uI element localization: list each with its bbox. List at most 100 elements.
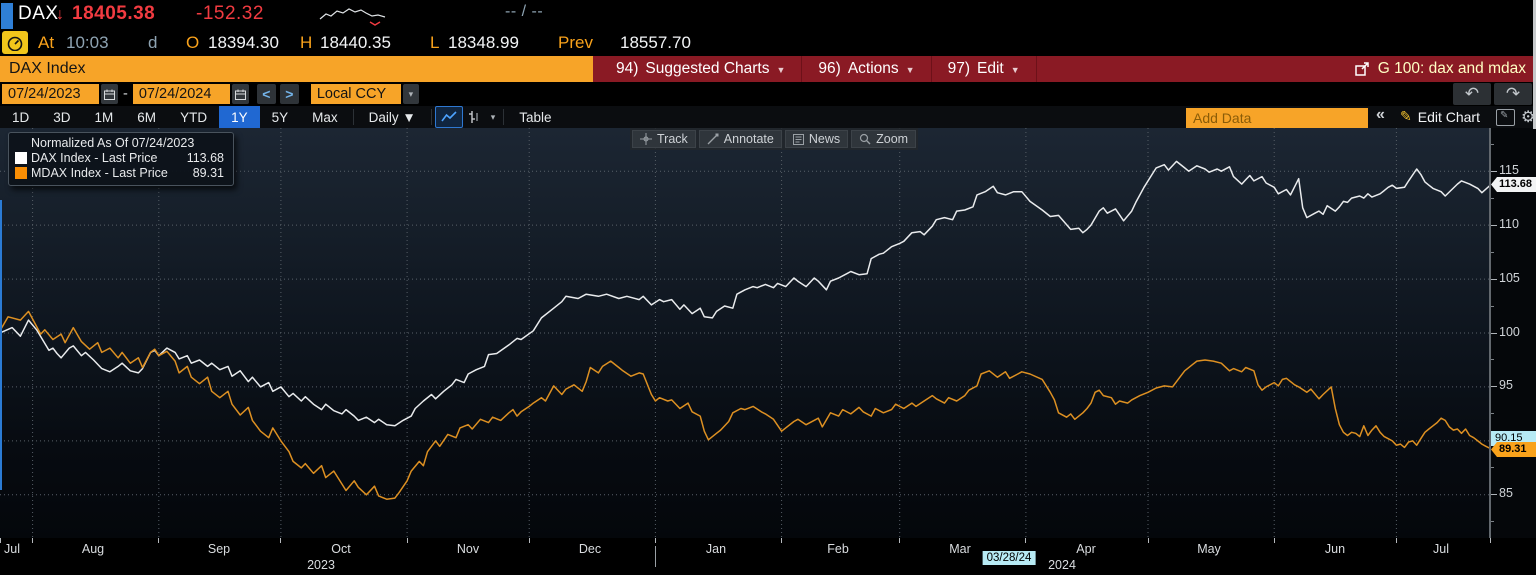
collapse-panel-button[interactable]: «	[1376, 106, 1385, 123]
menu-suggested-charts[interactable]: 94) Suggested Charts ▼	[600, 56, 803, 82]
menu-actions[interactable]: 96) Actions ▼	[802, 56, 932, 82]
panel-tab[interactable]	[1, 3, 13, 29]
y-tick-minor	[1491, 359, 1494, 360]
export-icon[interactable]	[1355, 61, 1370, 77]
year-label: 2024	[1048, 558, 1076, 572]
add-data-input[interactable]: Add Data	[1186, 108, 1368, 128]
open-value: 18394.30	[208, 33, 279, 52]
legend-item-dax: DAX Index - Last Price 113.68	[15, 151, 227, 165]
x-tick	[407, 538, 408, 543]
news-button[interactable]: News	[784, 130, 849, 148]
range-6m[interactable]: 6M	[137, 109, 157, 125]
price-plot[interactable]	[0, 128, 1490, 538]
low-label: L	[430, 33, 440, 52]
y-tick	[1491, 225, 1497, 226]
chart-type-caret-icon[interactable]: ▾	[490, 111, 496, 122]
date-separator: -	[123, 86, 128, 102]
y-tick-label: 115	[1499, 163, 1519, 177]
month-label: Jun	[1324, 542, 1346, 556]
edit-chart-button[interactable]: ✎ Edit Chart	[1400, 108, 1480, 125]
dax-last-value: 113.68	[186, 151, 224, 165]
range-5y[interactable]: 5Y	[271, 109, 289, 125]
range-1d[interactable]: 1D	[12, 109, 30, 125]
track-button[interactable]: Track	[632, 130, 696, 148]
security-input[interactable]: DAX Index	[0, 56, 593, 82]
month-label: Mar	[949, 542, 971, 556]
series-mdax-index[interactable]	[0, 310, 1490, 500]
range-1m[interactable]: 1M	[94, 109, 114, 125]
end-date-input[interactable]: 07/24/2024	[132, 84, 230, 104]
separator	[430, 109, 432, 125]
month-label: Apr	[1076, 542, 1096, 556]
high-value: 18440.35	[320, 33, 391, 52]
gear-icon[interactable]: ⚙	[1521, 109, 1536, 126]
chart-tools-bar: Track Annotate News Zoom	[630, 128, 919, 150]
menu-edit[interactable]: 97) Edit ▼	[932, 56, 1037, 82]
month-label: Feb	[827, 542, 849, 556]
line-chart-type-icon[interactable]	[434, 106, 463, 128]
news-icon	[792, 133, 804, 145]
month-label: May	[1197, 542, 1221, 556]
prev-period-button[interactable]: <	[256, 84, 276, 104]
undo-button[interactable]: ↶	[1453, 83, 1491, 105]
x-tick	[32, 538, 33, 543]
year-divider-line	[655, 546, 656, 567]
start-date-input[interactable]: 07/24/2023	[2, 84, 99, 104]
chart-area[interactable]: Normalized As Of 07/24/2023 DAX Index - …	[0, 128, 1490, 538]
calendar-icon[interactable]	[101, 84, 118, 104]
date-bar: 07/24/2023 - 07/24/2024 < > Local CCY ▾ …	[0, 82, 1536, 106]
sparkline-icon	[319, 8, 386, 26]
window-edge-scrollbar[interactable]	[1533, 0, 1536, 129]
x-tick	[899, 538, 900, 543]
table-button[interactable]: Table	[519, 109, 552, 125]
range-1y[interactable]: 1Y	[219, 106, 260, 128]
mdax-last-price-badge: 89.31	[1491, 442, 1536, 457]
redo-button[interactable]: ↷	[1494, 83, 1532, 105]
open-label: O	[186, 33, 200, 52]
series-dax-index[interactable]	[0, 160, 1490, 427]
currency-caret-icon[interactable]: ▾	[402, 84, 419, 104]
quote-header: DAX ↓ 18405.38 -152.32 -- / --	[0, 0, 1536, 47]
gauge-icon[interactable]	[2, 31, 28, 54]
month-label: Jul	[1433, 542, 1449, 556]
direction-arrow-icon: ↓	[56, 6, 65, 23]
y-tick-minor	[1491, 198, 1494, 199]
annotate-button[interactable]: Annotate	[698, 130, 782, 148]
y-tick-label: 110	[1499, 217, 1519, 231]
currency-select[interactable]: Local CCY	[310, 84, 401, 104]
zoom-button[interactable]: Zoom	[851, 130, 917, 148]
calendar-icon[interactable]	[231, 84, 249, 104]
y-tick	[1491, 386, 1497, 387]
chart-legend: Normalized As Of 07/24/2023 DAX Index - …	[8, 132, 234, 186]
y-tick-minor	[1491, 413, 1494, 414]
ohlc-row: At 10:03 d O 18394.30 H 18440.35 L 18348…	[0, 30, 1536, 56]
separator	[503, 109, 505, 125]
range-3d[interactable]: 3D	[53, 109, 71, 125]
quote-time: 10:03	[66, 33, 109, 52]
x-tick	[158, 538, 159, 543]
next-period-button[interactable]: >	[279, 84, 299, 104]
bar-chart-type-icon[interactable]	[463, 107, 486, 127]
x-tick	[0, 538, 1, 543]
range-max[interactable]: Max	[312, 109, 338, 125]
quick-edit-icon[interactable]	[1496, 109, 1515, 126]
y-tick-minor	[1491, 467, 1494, 468]
x-tick	[781, 538, 782, 543]
y-tick-minor	[1491, 252, 1494, 253]
y-tick-minor	[1491, 521, 1494, 522]
left-edge-marker	[0, 200, 2, 490]
dax-swatch-icon	[15, 152, 27, 164]
pencil-icon: ✎	[1400, 108, 1412, 124]
month-label: Aug	[81, 542, 105, 556]
y-tick-label: 85	[1499, 486, 1513, 500]
period-select[interactable]: Daily ▼	[368, 109, 416, 125]
month-label: Dec	[578, 542, 602, 556]
range-button-group: 1D 3D 1M 6M YTD 1Y 5Y Max	[0, 106, 350, 128]
range-ytd[interactable]: YTD	[180, 109, 208, 125]
x-tick	[1025, 538, 1026, 543]
time-axis[interactable]: 03/28/24 Jul Aug Sep Oct Nov Dec Jan Feb Mar Apr M…	[0, 538, 1536, 575]
chart-toolbar-row: 1D 3D 1M 6M YTD 1Y 5Y Max Daily ▼ ▾ Table Add D…	[0, 106, 1536, 128]
x-tick	[529, 538, 530, 543]
track-date-badge: 03/28/24	[982, 551, 1036, 565]
